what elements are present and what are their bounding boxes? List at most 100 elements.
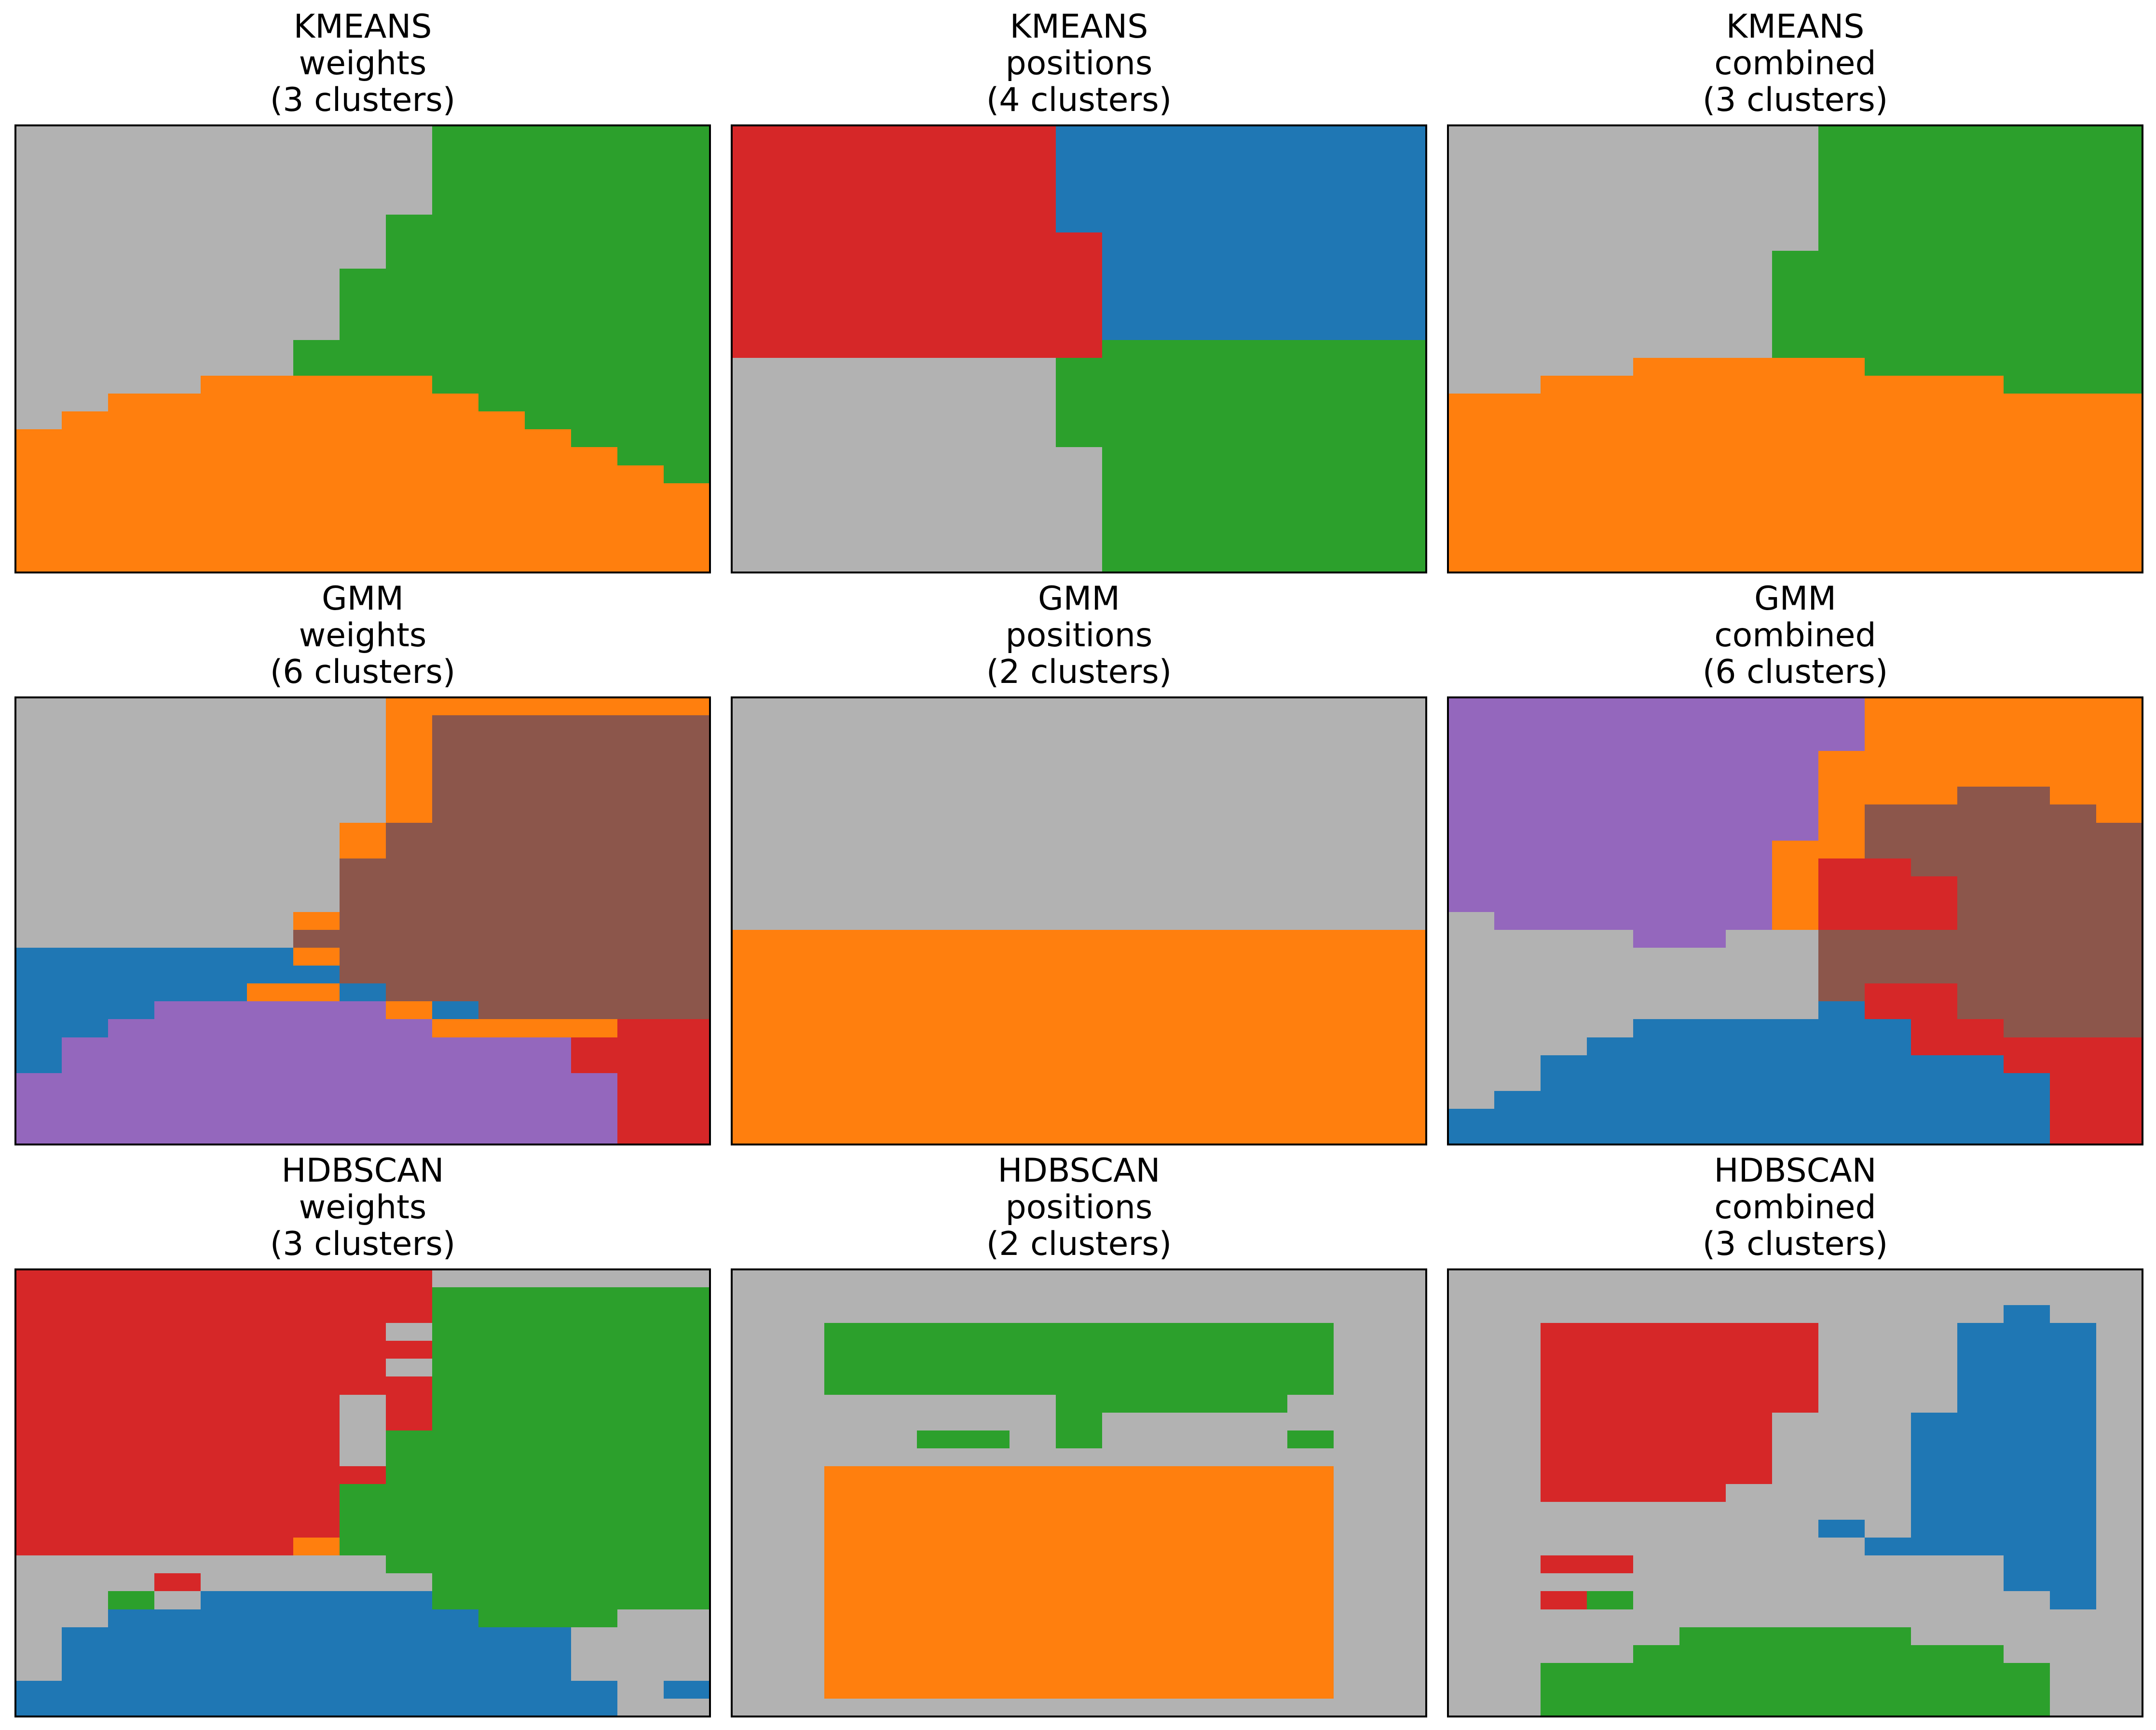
cluster-cell bbox=[732, 125, 1056, 144]
cluster-cell bbox=[1448, 1538, 1865, 1556]
cluster-cell bbox=[340, 823, 386, 841]
cluster-cell bbox=[15, 483, 710, 502]
cluster-cell bbox=[1865, 1538, 2097, 1556]
cluster-cell bbox=[15, 376, 201, 394]
cluster-cell bbox=[15, 447, 618, 466]
cluster-cell bbox=[664, 465, 710, 484]
cluster-cell bbox=[732, 930, 1427, 948]
cluster-cell bbox=[1448, 251, 1773, 269]
cluster-cell bbox=[386, 1001, 433, 1020]
cluster-cell bbox=[1957, 1341, 2097, 1359]
cluster-cell bbox=[1102, 251, 1427, 269]
cluster-grid bbox=[14, 1268, 711, 1717]
cluster-cell bbox=[1957, 1376, 2097, 1395]
cluster-cell bbox=[15, 1484, 340, 1502]
cluster-cell bbox=[1541, 1413, 1773, 1431]
cluster-cell bbox=[1448, 912, 1495, 930]
cluster-cell bbox=[824, 1520, 1334, 1538]
cluster-cell bbox=[732, 948, 1427, 966]
cluster-cell bbox=[15, 1341, 433, 1359]
cluster-cell bbox=[732, 286, 1103, 305]
cluster-cell bbox=[732, 1109, 1427, 1127]
cluster-cell bbox=[1818, 858, 1911, 877]
cluster-cell bbox=[2096, 1395, 2143, 1413]
panel-kmeans-combined: KMEANS combined (3 clusters) bbox=[1447, 0, 2143, 574]
cluster-cell bbox=[732, 1448, 1427, 1467]
cluster-cell bbox=[1448, 1269, 2143, 1288]
cluster-cell bbox=[732, 1645, 825, 1663]
cluster-cell bbox=[1056, 1430, 1103, 1449]
cluster-cell bbox=[2096, 1538, 2143, 1556]
cluster-cell bbox=[732, 1681, 825, 1699]
panel-gmm-combined: GMM combined (6 clusters) bbox=[1447, 572, 2143, 1146]
cluster-cell bbox=[15, 1109, 618, 1127]
cluster-cell bbox=[1102, 555, 1427, 573]
cluster-cell bbox=[1448, 197, 1819, 215]
clusters-label: (3 clusters) bbox=[1702, 81, 1888, 119]
feature-label: combined bbox=[1714, 44, 1876, 82]
cluster-grid-svg bbox=[14, 124, 711, 573]
cluster-cell bbox=[732, 1269, 1427, 1288]
cluster-cell bbox=[732, 394, 1056, 412]
cluster-cell bbox=[732, 447, 1103, 466]
cluster-cell bbox=[732, 501, 1103, 519]
cluster-cell bbox=[1541, 1359, 1819, 1377]
cluster-cell bbox=[1448, 1001, 1819, 1020]
cluster-cell bbox=[1772, 251, 2143, 269]
cluster-cell bbox=[1818, 751, 2143, 769]
cluster-cell bbox=[386, 215, 710, 233]
cluster-cell bbox=[732, 215, 1056, 233]
cluster-cell bbox=[386, 823, 710, 841]
cluster-cell bbox=[1911, 1484, 2097, 1502]
cluster-cell bbox=[1448, 1055, 1541, 1074]
cluster-cell bbox=[15, 1448, 340, 1467]
cluster-cell bbox=[1818, 232, 2143, 251]
cluster-cell bbox=[15, 930, 294, 948]
cluster-cell bbox=[1102, 286, 1427, 305]
cluster-cell bbox=[1448, 1395, 1541, 1413]
cluster-cell bbox=[1541, 1055, 2004, 1074]
cluster-cell bbox=[1726, 930, 1819, 948]
cluster-cell bbox=[1448, 983, 1819, 1002]
cluster-cell bbox=[2096, 1520, 2143, 1538]
cluster-cell bbox=[1818, 1520, 1865, 1538]
cluster-cell bbox=[1818, 1001, 1865, 1020]
cluster-cell bbox=[1865, 733, 2143, 751]
cluster-cell bbox=[824, 1609, 1334, 1628]
cluster-cell bbox=[1772, 841, 1865, 859]
cluster-cell bbox=[732, 1663, 825, 1681]
cluster-cell bbox=[386, 841, 710, 859]
cluster-cell bbox=[386, 1555, 710, 1574]
cluster-cell bbox=[732, 1359, 825, 1377]
cluster-cell bbox=[1865, 841, 2143, 859]
cluster-cell bbox=[732, 1520, 825, 1538]
cluster-cell bbox=[1448, 411, 2143, 430]
cluster-cell bbox=[1334, 1591, 1427, 1610]
cluster-cell bbox=[732, 1502, 825, 1520]
axes-frame bbox=[731, 124, 1427, 573]
cluster-cell bbox=[15, 1413, 340, 1431]
cluster-cell bbox=[1334, 1466, 1427, 1485]
cluster-cell bbox=[732, 1395, 1056, 1413]
axes-frame bbox=[731, 1268, 1427, 1717]
cluster-cell bbox=[732, 232, 1103, 251]
cluster-cell bbox=[732, 894, 1427, 913]
cluster-cell bbox=[293, 1538, 340, 1556]
cluster-cell bbox=[732, 1573, 825, 1592]
cluster-cell bbox=[15, 804, 386, 823]
cluster-cell bbox=[732, 340, 1103, 358]
cluster-cell bbox=[1334, 1538, 1427, 1556]
cluster-cell bbox=[15, 1127, 618, 1145]
cluster-cell bbox=[340, 1430, 386, 1449]
cluster-cell bbox=[1448, 1448, 1541, 1467]
cluster-cell bbox=[1772, 1466, 1911, 1485]
cluster-cell bbox=[1726, 1484, 1911, 1502]
cluster-cell bbox=[1102, 483, 1427, 502]
cluster-cell bbox=[1818, 215, 2143, 233]
cluster-cell bbox=[108, 1609, 479, 1628]
cluster-cell bbox=[15, 1555, 386, 1574]
cluster-cell bbox=[1633, 1645, 2004, 1663]
cluster-cell bbox=[1448, 948, 1819, 966]
cluster-cell bbox=[15, 304, 340, 323]
cluster-cell bbox=[1448, 1484, 1541, 1502]
